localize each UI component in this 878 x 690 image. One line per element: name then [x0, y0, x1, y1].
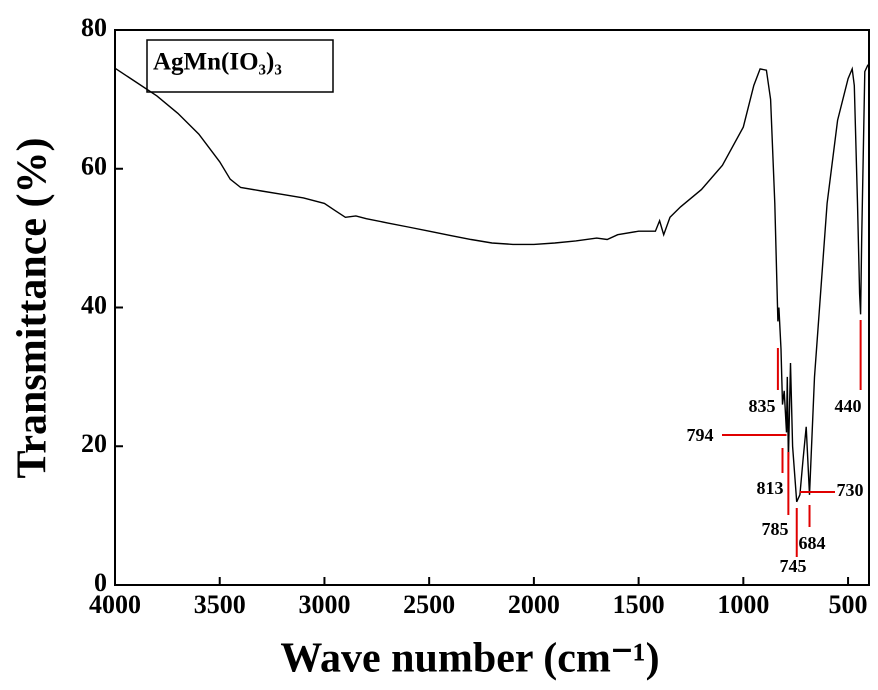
- spectrum-line: [114, 64, 869, 503]
- y-tick-label: 60: [81, 152, 107, 181]
- y-tick-label: 20: [81, 429, 107, 458]
- peak-label: 835: [749, 396, 776, 416]
- x-tick-label: 2500: [403, 590, 455, 619]
- plot-frame: [114, 29, 870, 586]
- peak-label: 730: [837, 480, 864, 500]
- legend-label: AgMn(IO₃)₃: [153, 49, 282, 76]
- x-axis-label: Wave number (cm⁻¹): [280, 636, 659, 682]
- peak-label: 684: [799, 533, 826, 553]
- x-tick-label: 1000: [717, 590, 769, 619]
- peak-label: 794: [687, 425, 714, 445]
- y-axis-label: Transmittance (%): [10, 138, 56, 479]
- peak-label: 440: [835, 396, 862, 416]
- x-tick-label: 3500: [194, 590, 246, 619]
- x-tick-label: 500: [829, 590, 868, 619]
- x-tick-label: 4000: [89, 590, 141, 619]
- x-tick-label: 2000: [508, 590, 560, 619]
- x-tick-label: 3000: [298, 590, 350, 619]
- y-tick-label: 0: [94, 568, 107, 597]
- peak-label: 745: [780, 556, 807, 576]
- y-tick-label: 40: [81, 290, 107, 319]
- peak-label: 813: [757, 478, 784, 498]
- x-tick-label: 1500: [613, 590, 665, 619]
- legend-box: [146, 39, 334, 93]
- y-tick-label: 80: [81, 13, 107, 42]
- peak-label: 785: [762, 519, 789, 539]
